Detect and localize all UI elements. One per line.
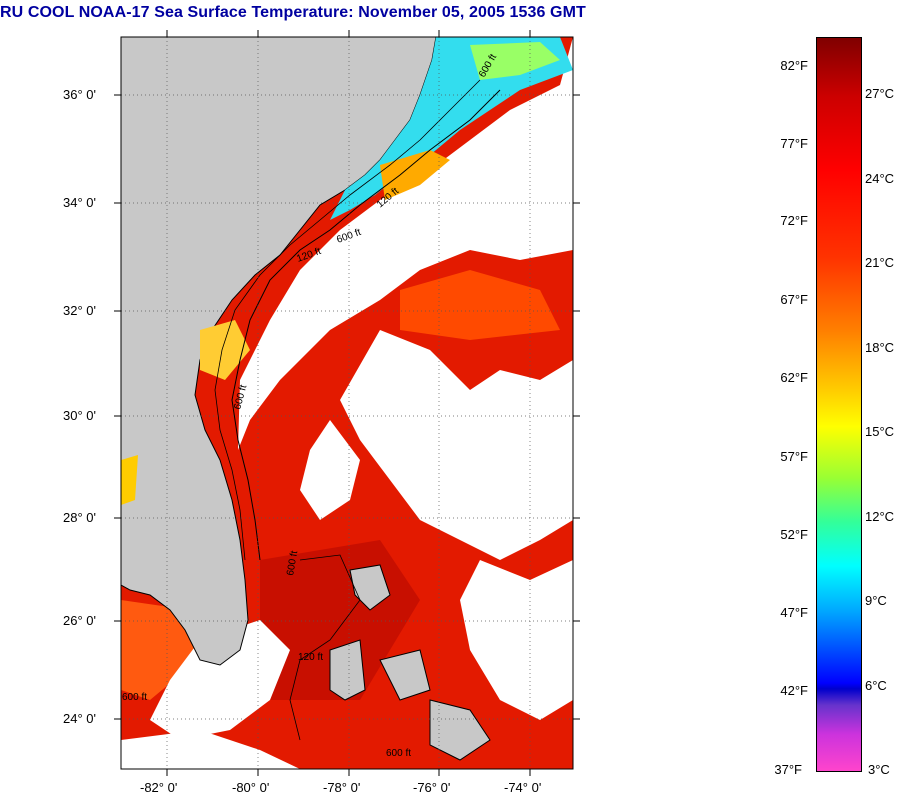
colorbar-f-label: 67°F	[780, 292, 808, 307]
colorbar-c-label: 21°C	[865, 255, 895, 270]
map-title: RU COOL NOAA-17 Sea Surface Temperature:…	[0, 4, 586, 21]
lat-label: 36° 0'	[63, 87, 96, 102]
map-frame	[120, 36, 574, 770]
cuba-edge	[429, 699, 491, 761]
colorbar-f-label: 77°F	[780, 136, 808, 151]
lon-label: -80° 0'	[232, 780, 270, 795]
offshore-orange-area	[400, 270, 560, 340]
lat-label: 24° 0'	[63, 711, 96, 726]
contour-label: 600 ft	[285, 550, 300, 577]
colorbar-c-label: 12°C	[865, 509, 895, 524]
colorbar-c-label: 3°C	[868, 762, 890, 777]
gulf-yellow-water	[121, 455, 138, 505]
lat-label: 28° 0'	[63, 510, 96, 525]
colorbar-f-label: 42°F	[780, 683, 808, 698]
bahamas-island	[349, 564, 391, 611]
colorbar-c-label: 18°C	[865, 340, 895, 355]
colorbar-c-label: 15°C	[865, 424, 895, 439]
colorbar-c-label: 24°C	[865, 171, 895, 186]
colorbar-f-label: 47°F	[780, 605, 808, 620]
contour-label: 600 ft	[386, 748, 411, 759]
axis-ticks	[114, 30, 580, 776]
lon-label: -82° 0'	[140, 780, 178, 795]
contour-label: 600 ft	[122, 692, 147, 703]
land-mass	[121, 37, 437, 666]
cloud-patch	[420, 150, 560, 240]
colorbar-f-label: 52°F	[780, 527, 808, 542]
contour-600ft	[231, 89, 501, 561]
contour-label: 120 ft	[298, 652, 323, 663]
cloud-area-south	[150, 620, 290, 740]
coastal-warm-water	[380, 150, 450, 200]
colorbar-f-label: 62°F	[780, 370, 808, 385]
graticule	[121, 37, 573, 769]
lon-label: -76° 0'	[413, 780, 451, 795]
colorbar-c-label: 27°C	[865, 86, 895, 101]
temperature-colorbar	[816, 37, 862, 772]
lat-label: 30° 0'	[63, 408, 96, 423]
lon-label: -78° 0'	[323, 780, 361, 795]
cloud-area-southeast	[460, 560, 573, 720]
bahamas-island-2	[329, 639, 366, 701]
colorbar-c-label: 6°C	[865, 678, 887, 693]
lat-label: 32° 0'	[63, 303, 96, 318]
coastal-yellow-water	[200, 320, 250, 380]
cloud-area-central	[340, 330, 573, 560]
lat-label: 34° 0'	[63, 195, 96, 210]
lon-label: -74° 0'	[504, 780, 542, 795]
colorbar-f-label: 37°F	[774, 762, 802, 777]
contour-120ft	[214, 79, 481, 561]
bahamas-island-3	[379, 649, 431, 701]
colorbar-f-label: 72°F	[780, 213, 808, 228]
lat-label: 26° 0'	[63, 613, 96, 628]
cloud-area-north	[238, 37, 573, 450]
colorbar-f-label: 57°F	[780, 449, 808, 464]
cloud-area-keys	[121, 730, 300, 769]
coastal-mid-water	[470, 42, 560, 80]
contour-bahamas	[289, 554, 361, 741]
colorbar-f-label: 82°F	[780, 58, 808, 73]
cloud-patch-2	[300, 420, 360, 520]
colorbar-c-label: 9°C	[865, 593, 887, 608]
